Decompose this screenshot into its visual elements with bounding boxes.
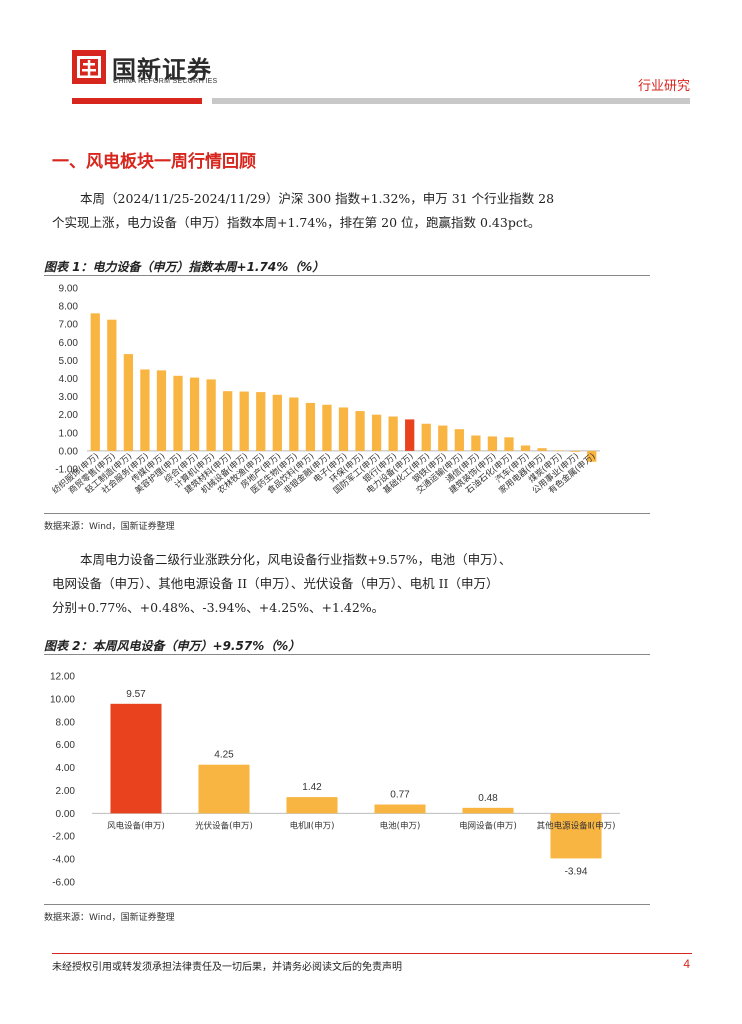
- bar: [487, 436, 498, 451]
- bar: [123, 354, 134, 451]
- brand-name: 国新证券: [112, 56, 212, 84]
- x-category-label: 风电设备(申万): [107, 820, 165, 831]
- y-tick-label: -4.00: [52, 855, 75, 866]
- bar: [189, 377, 200, 451]
- footer-disclaimer: 未经授权引用或转发须承担法律责任及一切后果，并请务必阅读文后的免责声明: [52, 962, 402, 973]
- y-tick-label: 0.00: [56, 809, 76, 820]
- y-tick-label: 6.00: [59, 338, 79, 349]
- y-tick-label: 12.00: [50, 672, 75, 683]
- y-tick-label: 8.00: [56, 717, 76, 728]
- paragraph-1-line-1: 本周（2024/11/25-2024/11/29）沪深 300 指数+1.32%…: [80, 191, 555, 206]
- data-label: -3.94: [565, 866, 588, 877]
- figure-1-top-rule: [44, 275, 650, 276]
- x-category-label: 其他电源设备Ⅱ(申万): [537, 820, 616, 831]
- figure-1-title: 图表 1：电力设备（申万）指数本周+1.74%（%）: [44, 260, 325, 274]
- paragraph-2-line-1: 本周电力设备二级行业涨跌分化，风电设备行业指数+9.57%，电池（申万）、: [80, 552, 512, 567]
- figure-2-top-rule: [44, 654, 650, 655]
- figure-1-bottom-rule: [44, 513, 650, 514]
- bar: [550, 813, 602, 859]
- x-category-label: 光伏设备(申万): [195, 820, 253, 831]
- brand-name-en: CHINA REFORM SECURITIES: [113, 78, 218, 85]
- bar: [206, 379, 216, 451]
- y-tick-label: 1.00: [59, 428, 79, 439]
- bar: [305, 402, 316, 451]
- bar: [256, 392, 266, 451]
- y-tick-label: -2.00: [52, 832, 75, 843]
- paragraph-1-line-2: 个实现上涨，电力设备（申万）指数本周+1.74%，排在第 20 位，跑赢指数 0…: [52, 215, 541, 230]
- y-tick-label: 7.00: [59, 320, 79, 331]
- bar: [110, 703, 162, 814]
- bar: [107, 319, 117, 451]
- paragraph-1: 本周（2024/11/25-2024/11/29）沪深 300 指数+1.32%…: [52, 187, 692, 235]
- y-tick-label: 8.00: [59, 302, 79, 313]
- x-category-label: 电机Ⅱ(申万): [290, 820, 335, 831]
- bar: [462, 807, 514, 814]
- bar: [156, 370, 167, 451]
- bar: [421, 423, 431, 451]
- bar: [520, 445, 531, 451]
- header-bar: [212, 98, 690, 104]
- figure-1-source: 数据来源：Wind，国新证券整理: [44, 522, 175, 532]
- y-tick-label: 6.00: [56, 740, 76, 751]
- bar: [272, 394, 282, 451]
- bar: [438, 425, 448, 451]
- x-category-label: 电网设备(申万): [459, 820, 517, 831]
- bar: [338, 407, 349, 451]
- bar: [286, 797, 338, 814]
- figure-2-source: 数据来源：Wind，国新证券整理: [44, 913, 175, 923]
- figure-1-chart: 9.00 8.00 7.00 6.00 5.00 4.00 3.00 2.00 1.00 0.00…: [50, 284, 600, 496]
- data-label: 4.25: [214, 750, 234, 761]
- figure-2-chart: 12.00 10.00 8.00 6.00 4.00 2.00 0.00 -2.00 -4.00…: [50, 672, 620, 889]
- bar: [471, 435, 481, 451]
- bar: [371, 414, 382, 451]
- bar: [90, 313, 100, 451]
- y-tick-label: 5.00: [59, 356, 79, 367]
- bar: [553, 450, 564, 452]
- bar: [537, 448, 547, 451]
- data-label: 0.77: [390, 790, 410, 801]
- paragraph-2-line-3: 分别+0.77%、+0.48%、-3.94%、+4.25%、+1.42%。: [52, 600, 385, 615]
- page-number: 4: [683, 957, 690, 971]
- data-label: 9.57: [126, 689, 146, 700]
- paragraph-2-line-2: 电网设备（申万）、其他电源设备 II（申万）、光伏设备（申万）、电机 II（申万…: [52, 576, 499, 591]
- y-tick-label: 3.00: [59, 392, 79, 403]
- data-label: 0.48: [478, 793, 498, 804]
- footer-rule: [52, 953, 692, 954]
- y-tick-label: 4.00: [56, 763, 76, 774]
- bar: [504, 437, 514, 451]
- bar: [198, 764, 250, 814]
- y-tick-label: -6.00: [52, 878, 75, 889]
- header-bar-accent: [72, 98, 202, 104]
- x-category-label: 电池(申万): [380, 820, 421, 831]
- logo-icon: [77, 56, 101, 78]
- bar: [173, 375, 183, 451]
- y-tick-label: 10.00: [50, 694, 75, 705]
- y-tick-label: 2.00: [56, 786, 76, 797]
- bar: [454, 429, 464, 451]
- bar: [405, 419, 415, 451]
- brand-logo-mark: [72, 50, 106, 84]
- y-tick-label: 0.00: [59, 446, 79, 457]
- bar: [587, 450, 597, 462]
- figure-2-bottom-rule: [44, 904, 650, 905]
- bar: [374, 804, 426, 814]
- y-tick-label: -1.00: [55, 465, 78, 476]
- y-tick-label: 2.00: [59, 410, 79, 421]
- bar: [570, 450, 580, 452]
- bar: [388, 416, 398, 451]
- bar: [322, 404, 332, 451]
- bar: [223, 391, 233, 451]
- figure-2-title: 图表 2：本周风电设备（申万）+9.57%（%）: [44, 639, 301, 653]
- bar: [140, 369, 150, 451]
- paragraph-2: 本周电力设备二级行业涨跌分化，风电设备行业指数+9.57%，电池（申万）、 电网…: [52, 548, 692, 620]
- bar: [355, 411, 365, 451]
- y-tick-label: 4.00: [59, 374, 79, 385]
- section-title: 一、风电板块一周行情回顾: [52, 152, 256, 172]
- bar: [239, 391, 249, 451]
- y-tick-label: 9.00: [59, 284, 79, 295]
- bar: [289, 397, 299, 451]
- data-label: 1.42: [302, 782, 322, 793]
- report-type: 行业研究: [637, 79, 690, 94]
